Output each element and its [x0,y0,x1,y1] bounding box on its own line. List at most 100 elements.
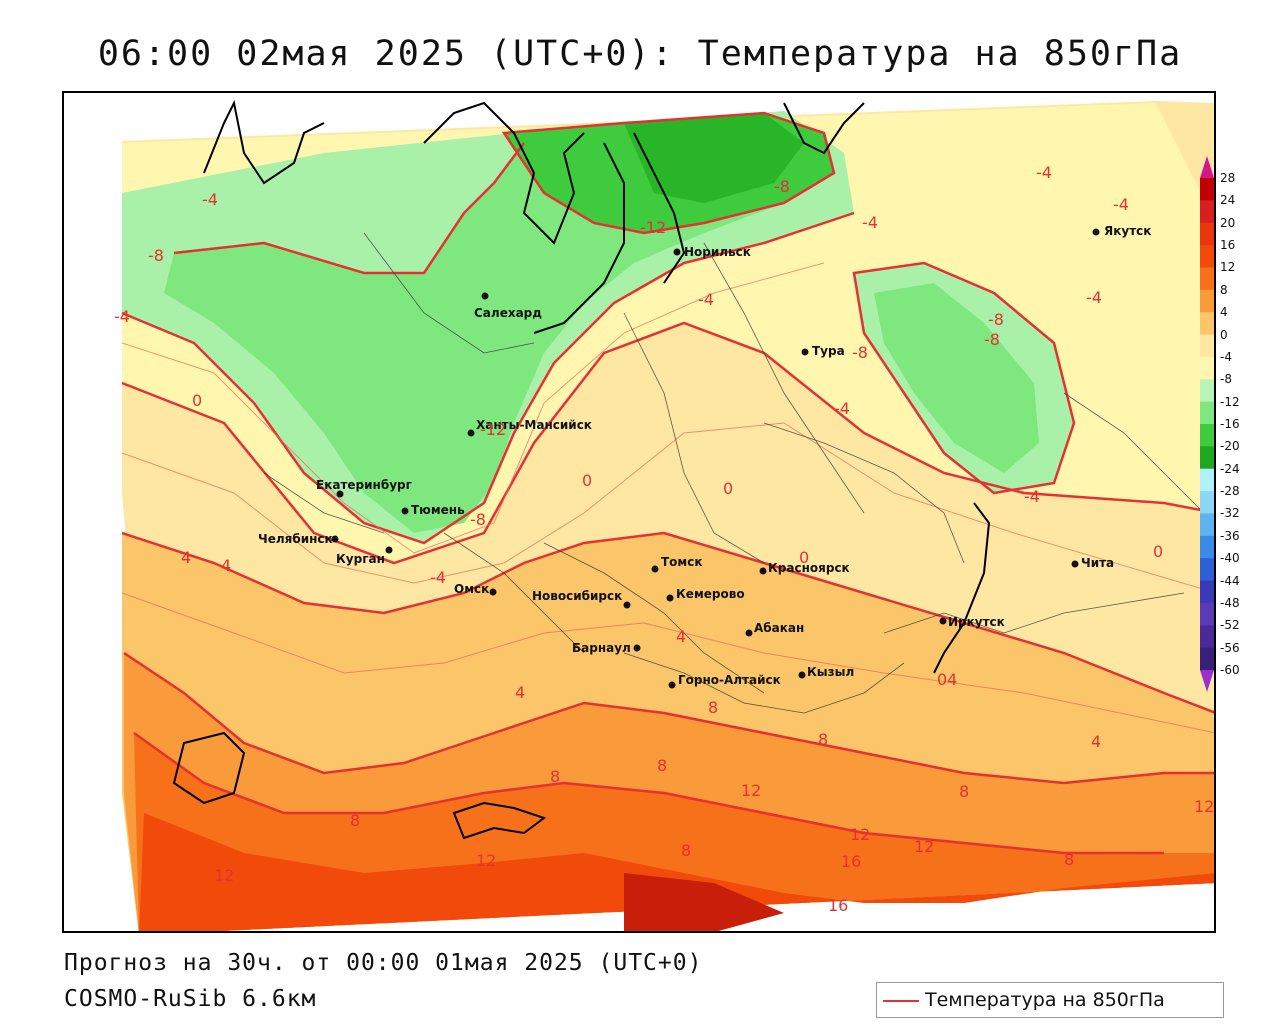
iso-label: 4 [181,548,191,567]
colorbar-swatch [1200,625,1214,649]
iso-label: -4 [1024,487,1040,506]
city-chita: Чита [1081,556,1114,570]
iso-label: -4 [1086,288,1102,307]
city-irkutsk: Иркутск [948,615,1005,629]
map-title: 06:00 02мая 2025 (UTC+0): Температура на… [97,34,1183,74]
iso-label: 0 [1153,542,1163,561]
city-novosibirsk: Новосибирск [532,589,622,603]
colorbar-tick-label: 4 [1220,305,1228,320]
iso-label: 8 [818,730,828,749]
city-norilsk: Норильск [684,245,751,259]
iso-label: -4 [698,290,714,309]
map-legend: Температура на 850гПа [876,982,1224,1018]
iso-label: 0 [723,479,733,498]
city-kyzyl: Кызыл [807,665,854,679]
iso-label: -4 [430,568,446,587]
colorbar-swatch [1200,245,1214,268]
colorbar-tick-label: -28 [1220,484,1240,499]
iso-label: -8 [148,246,164,265]
colorbar-swatch [1200,334,1214,358]
iso-label: 8 [708,698,718,717]
iso-label: 0 [582,471,592,490]
colorbar-swatch [1200,491,1214,514]
colorbar-tick-label: -36 [1220,528,1240,543]
iso-label: 0 [192,391,202,410]
iso-label: 4 [1091,732,1101,751]
colorbar-tick-label: -4 [1220,349,1232,364]
iso-label: -8 [774,177,790,196]
temperature-map: Норильск Якутск Салехард Тура Ханты-Манс… [62,91,1216,933]
city-tura: Тура [812,344,845,358]
model-info: COSMO-RuSib 6.6км [64,986,317,1012]
city-ekaterinburg: Екатеринбург [316,478,412,492]
colorbar-swatch [1200,535,1214,559]
iso-label: 16 [828,896,848,915]
field-darkred [624,873,784,931]
colorbar-tick-label: -48 [1220,595,1240,610]
colorbar-tick-label: 20 [1220,215,1236,230]
colorbar-tick-label: -40 [1220,551,1240,566]
city-chelyabinsk: Челябинск [258,532,333,546]
colorbar-swatch [1200,647,1214,671]
field-green-darkest [624,113,804,203]
iso-label: -8 [988,310,1004,329]
colorbar-swatch [1200,178,1214,201]
iso-label: 04 [937,670,957,689]
iso-label: -4 [114,307,130,326]
forecast-info: Прогноз на 30ч. от 00:00 01мая 2025 (UTC… [64,950,703,976]
iso-label: -4 [834,399,850,418]
iso-label: 4 [676,627,686,646]
iso-label: -8 [470,510,486,529]
colorbar-swatch [1200,401,1214,425]
city-khanty: Ханты-Мансийск [476,418,592,432]
colorbar-tick-label: 24 [1220,193,1236,208]
city-tomsk: Томск [661,555,703,569]
city-tyumen: Тюмень [411,503,465,517]
isotherm-labels: -4 -8 -4 -12 -8 -4 -4 -4 -4 -8 -8 -8 -4 … [114,163,1214,915]
colorbar-bottom-arrow [1200,670,1214,692]
colorbar-tick-label: -56 [1220,640,1240,655]
iso-label: -4 [1036,163,1052,182]
minor-isotherm-lines [121,262,1214,734]
city-yakutsk: Якутск [1104,224,1151,238]
city-omsk: Омск [454,582,489,596]
legend-label: Температура на 850гПа [925,989,1165,1011]
city-abakan: Абакан [754,621,804,635]
iso-label: -8 [852,343,868,362]
city-salekhard: Салехард [474,306,542,320]
colorbar-top-arrow [1200,156,1214,178]
colorbar-tick-label: -20 [1220,439,1240,454]
colorbar-tick-label: -16 [1220,417,1240,431]
iso-label: 8 [959,782,969,801]
colorbar-swatch [1200,356,1214,380]
colorbar-swatch [1200,222,1214,246]
colorbar-swatch [1200,513,1214,537]
colorbar-swatch [1200,379,1214,403]
colorbar-tick-label: -60 [1220,663,1240,677]
temperature-colorbar [1198,156,1248,692]
city-kurgan: Курган [336,552,385,566]
city-markers: Норильск Якутск Салехард Тура Ханты-Манс… [258,224,1151,689]
iso-label: 12 [214,866,234,885]
colorbar-swatch [1200,602,1214,626]
colorbar-tick-label: -12 [1220,394,1240,409]
iso-label: 4 [221,556,231,575]
iso-label: -12 [640,218,666,237]
colorbar-swatch [1200,312,1214,336]
iso-label: 8 [350,811,360,830]
colorbar-swatch [1200,468,1214,492]
city-barnaul: Барнаул [572,641,631,655]
colorbar-tick-label: -32 [1220,506,1240,521]
iso-label: 8 [681,841,691,860]
iso-label: 12 [850,825,870,844]
iso-label: 16 [841,852,861,871]
colorbar-swatch [1200,200,1214,224]
colorbar-tick-label: 12 [1220,260,1236,275]
colorbar-tick-label: 0 [1220,327,1228,342]
iso-label: -4 [1113,195,1129,214]
field-green-east-mid [874,283,1039,473]
city-kemerovo: Кемерово [676,587,745,601]
iso-label: 0 [799,548,809,567]
coastlines [172,99,991,840]
city-krasnoyarsk: Красноярск [768,561,850,575]
